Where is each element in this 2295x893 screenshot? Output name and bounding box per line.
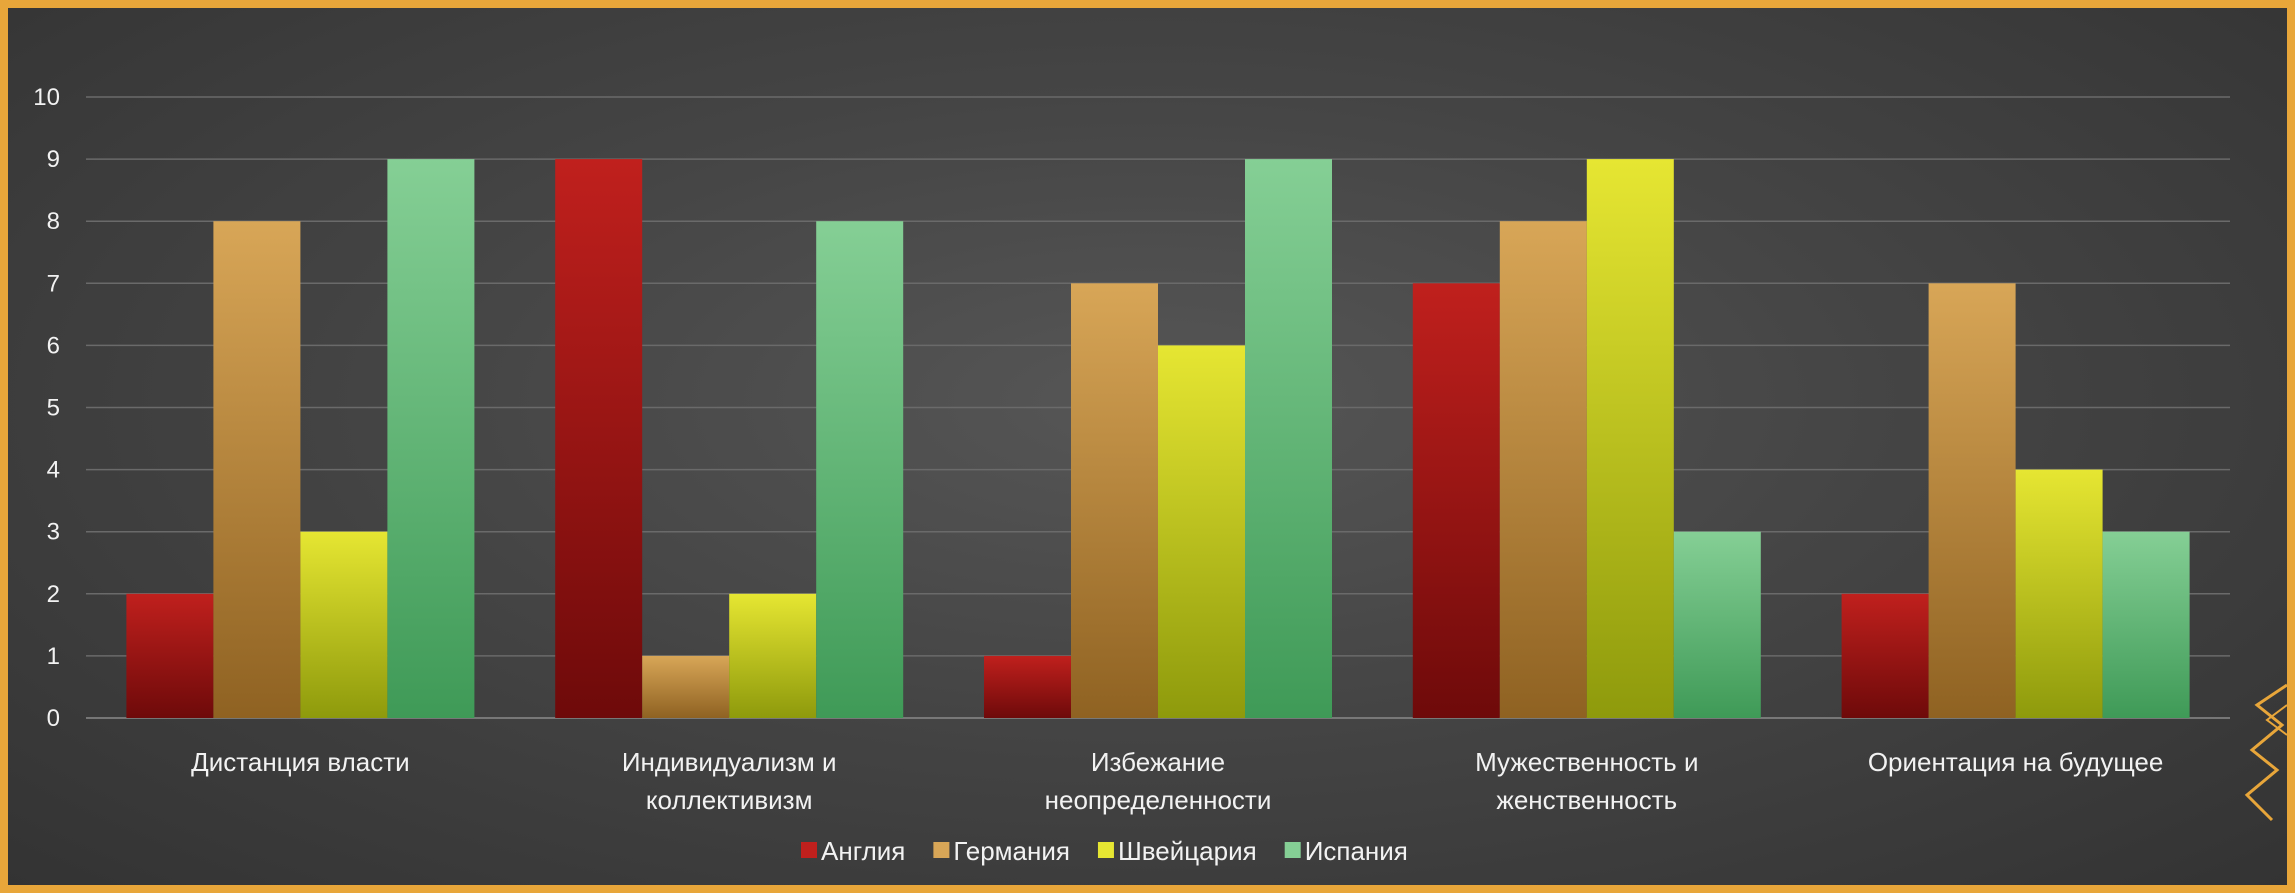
category-label: неопределенности — [1045, 785, 1272, 815]
category-label: Индивидуализм и — [622, 747, 837, 777]
y-tick-label: 0 — [47, 705, 60, 732]
bar — [729, 593, 817, 718]
category-label: коллективизм — [646, 785, 813, 815]
bar — [1071, 283, 1158, 718]
legend-label: Испания — [1305, 836, 1408, 866]
y-tick-label: 6 — [47, 332, 60, 359]
bar — [642, 655, 730, 718]
bar — [1499, 221, 1587, 718]
category-label: женственность — [1496, 785, 1677, 815]
y-tick-label: 7 — [47, 270, 60, 297]
chart-frame: 0 1 2 3 4 5 6 7 8 9 10 Дистанция власти Индивидуали… — [8, 8, 2287, 885]
legend-label: Швейцария — [1118, 836, 1257, 866]
corner-decoration — [2244, 683, 2287, 822]
bar — [2015, 469, 2103, 718]
legend-swatch — [801, 842, 817, 858]
legend: Англия Германия Швейцария Испания — [801, 836, 1408, 866]
category-label: Ориентация на будущее — [1868, 747, 2164, 777]
bar-chart: 0 1 2 3 4 5 6 7 8 9 10 Дистанция власти Индивидуали… — [33, 84, 2230, 866]
bar — [2102, 531, 2190, 718]
bar — [1586, 159, 1674, 719]
y-tick-label: 5 — [47, 395, 60, 422]
bar — [1245, 159, 1332, 719]
y-tick-label: 1 — [47, 643, 60, 670]
y-tick-label: 4 — [47, 457, 60, 484]
bar — [1673, 531, 1761, 718]
legend-swatch — [1284, 842, 1301, 858]
y-tick-label: 10 — [33, 84, 60, 111]
bar — [213, 221, 301, 718]
category-label: Мужественность и — [1475, 747, 1698, 777]
y-tick-label: 2 — [47, 581, 60, 608]
bar — [1841, 593, 1929, 718]
y-tick-label: 3 — [47, 519, 60, 546]
legend-label: Англия — [821, 836, 905, 866]
category-label: Избежание — [1091, 747, 1225, 777]
legend-label: Германия — [953, 836, 1070, 866]
y-tick-label: 8 — [47, 208, 60, 235]
legend-swatch — [933, 842, 950, 858]
bar — [387, 159, 475, 719]
bar — [555, 159, 643, 719]
legend-swatch — [1097, 842, 1114, 858]
bars — [126, 159, 2190, 719]
y-axis: 0 1 2 3 4 5 6 7 8 9 10 — [33, 84, 60, 732]
bar — [300, 531, 388, 718]
category-label: Дистанция власти — [191, 747, 410, 777]
bar — [984, 655, 1071, 718]
bar — [1928, 283, 2016, 718]
bar — [1412, 283, 1500, 718]
bar — [126, 593, 214, 718]
bar — [1158, 345, 1245, 718]
x-axis: Дистанция власти Индивидуализм и коллектив… — [191, 747, 2163, 815]
y-tick-label: 9 — [47, 146, 60, 173]
bar — [816, 221, 904, 718]
